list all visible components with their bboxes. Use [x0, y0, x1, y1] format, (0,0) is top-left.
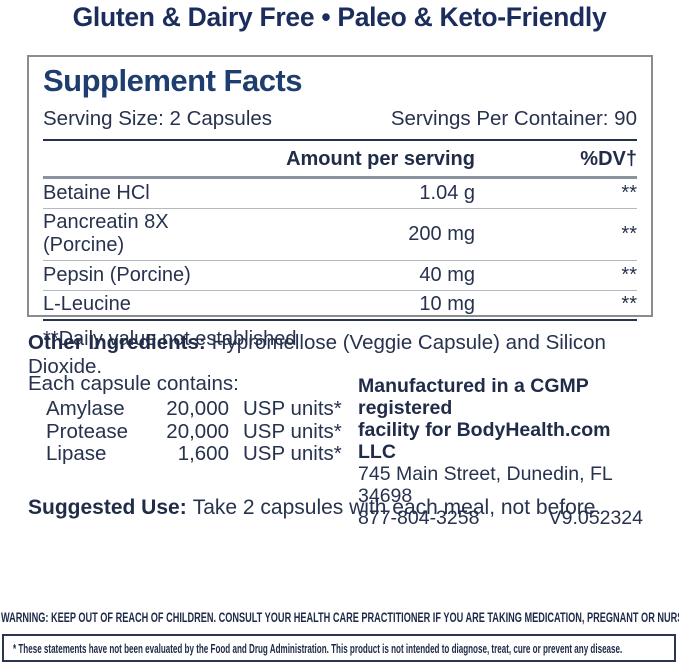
ingredient-name: Pepsin (Porcine) — [43, 263, 191, 286]
other-ingredients-text: Hypromellose (Veggie Capsule) and Silico… — [28, 331, 606, 378]
amount-column-header: Amount per serving — [286, 148, 475, 170]
suggested-use-label: Suggested Use: — [28, 496, 187, 519]
table-row-betaine-hcl: Betaine HCl 1.04 g ** — [43, 179, 637, 209]
enzyme-unit: USP units* — [243, 419, 342, 443]
warning-statement: WARNING: KEEP OUT OF REACH OF CHILDREN. … — [1, 609, 679, 627]
ingredient-name: Pancreatin 8X (Porcine) — [43, 211, 169, 256]
enzyme-name: Lipase — [46, 442, 107, 465]
capsule-row-lipase: Lipase 1,600 USP units* — [28, 442, 348, 466]
supplement-facts-panel: Supplement Facts Serving Size: 2 Capsule… — [27, 55, 653, 350]
dv-column-header: %DV† — [580, 148, 637, 170]
ingredient-name: L-Leucine — [43, 293, 131, 315]
enzyme-name: Amylase — [46, 397, 125, 420]
enzyme-unit: USP units* — [243, 442, 342, 465]
ingredient-amount: 40 mg — [419, 263, 475, 286]
serving-size-text: Serving Size: 2 Capsules — [43, 107, 273, 130]
suggested-use: Suggested Use: Take 2 capsules with each … — [28, 496, 658, 520]
capsule-row-protease: Protease 20,000 USP units* — [28, 419, 348, 444]
divider-serving — [43, 139, 637, 141]
other-ingredients: Other Ingredients: Hypromellose (Veggie C… — [28, 331, 658, 379]
manufacturer-contact-row: 877-804-3258 V9.052324 — [358, 507, 643, 529]
enzyme-value: 20,000 — [166, 397, 229, 420]
warning-text: WARNING: KEEP OUT OF REACH OF CHILDREN. … — [1, 610, 679, 625]
panel-title: Supplement Facts — [43, 63, 303, 98]
serving-info-row: Serving Size: 2 Capsules Servings Per Co… — [43, 107, 637, 131]
suggested-use-text: Take 2 capsules with each meal, not befo… — [192, 496, 602, 519]
label-version: V9.052324 — [548, 507, 643, 529]
ingredient-amount: 1.04 g — [419, 181, 475, 204]
ingredient-dv: ** — [621, 293, 637, 315]
enzyme-value: 1,600 — [177, 442, 229, 465]
ingredient-amount: 10 mg — [419, 293, 475, 315]
manufacturer-line1: Manufactured in a CGMP registered — [358, 375, 589, 419]
enzyme-unit: USP units* — [243, 397, 342, 420]
divider-header — [43, 176, 637, 179]
ingredient-name: Betaine HCl — [43, 181, 150, 204]
capsule-row-amylase: Amylase 20,000 USP units* — [28, 397, 348, 421]
capsule-contents: Each capsule contains: Amylase 20,000 US… — [28, 372, 348, 466]
divider-footnote — [43, 319, 637, 321]
ingredient-dv: ** — [621, 222, 637, 245]
enzyme-value: 20,000 — [166, 419, 229, 443]
table-row-pepsin: Pepsin (Porcine) 40 mg ** — [43, 261, 637, 291]
table-header-row: Amount per serving %DV† — [43, 141, 637, 176]
capsule-contents-heading: Each capsule contains: — [28, 372, 239, 395]
manufacturer-address: 745 Main Street, Dunedin, FL 34698 — [358, 463, 613, 507]
table-row-l-leucine: L-Leucine 10 mg ** — [43, 291, 637, 320]
ingredient-dv: ** — [621, 181, 637, 204]
ingredient-amount: 200 mg — [408, 222, 475, 245]
manufacturer-phone: 877-804-3258 — [358, 507, 480, 529]
dv-footnote: **Daily value not established — [43, 328, 297, 350]
fda-disclaimer-text: * These statements have not been evaluat… — [13, 640, 623, 656]
fda-disclaimer-box: * These statements have not been evaluat… — [2, 634, 676, 662]
table-row-pancreatin: Pancreatin 8X (Porcine) 200 mg ** — [43, 209, 637, 261]
other-ingredients-label: Other Ingredients: — [28, 331, 206, 354]
ingredient-dv: ** — [621, 263, 637, 286]
servings-per-container-text: Servings Per Container: 90 — [390, 107, 637, 130]
diet-claims-banner: Gluten & Dairy Free • Paleo & Keto-Frien… — [72, 2, 607, 32]
manufacturer-info: Manufactured in a CGMP registered facili… — [358, 375, 643, 529]
manufacturer-line2: facility for BodyHealth.com LLC — [358, 419, 611, 463]
enzyme-name: Protease — [46, 419, 129, 443]
